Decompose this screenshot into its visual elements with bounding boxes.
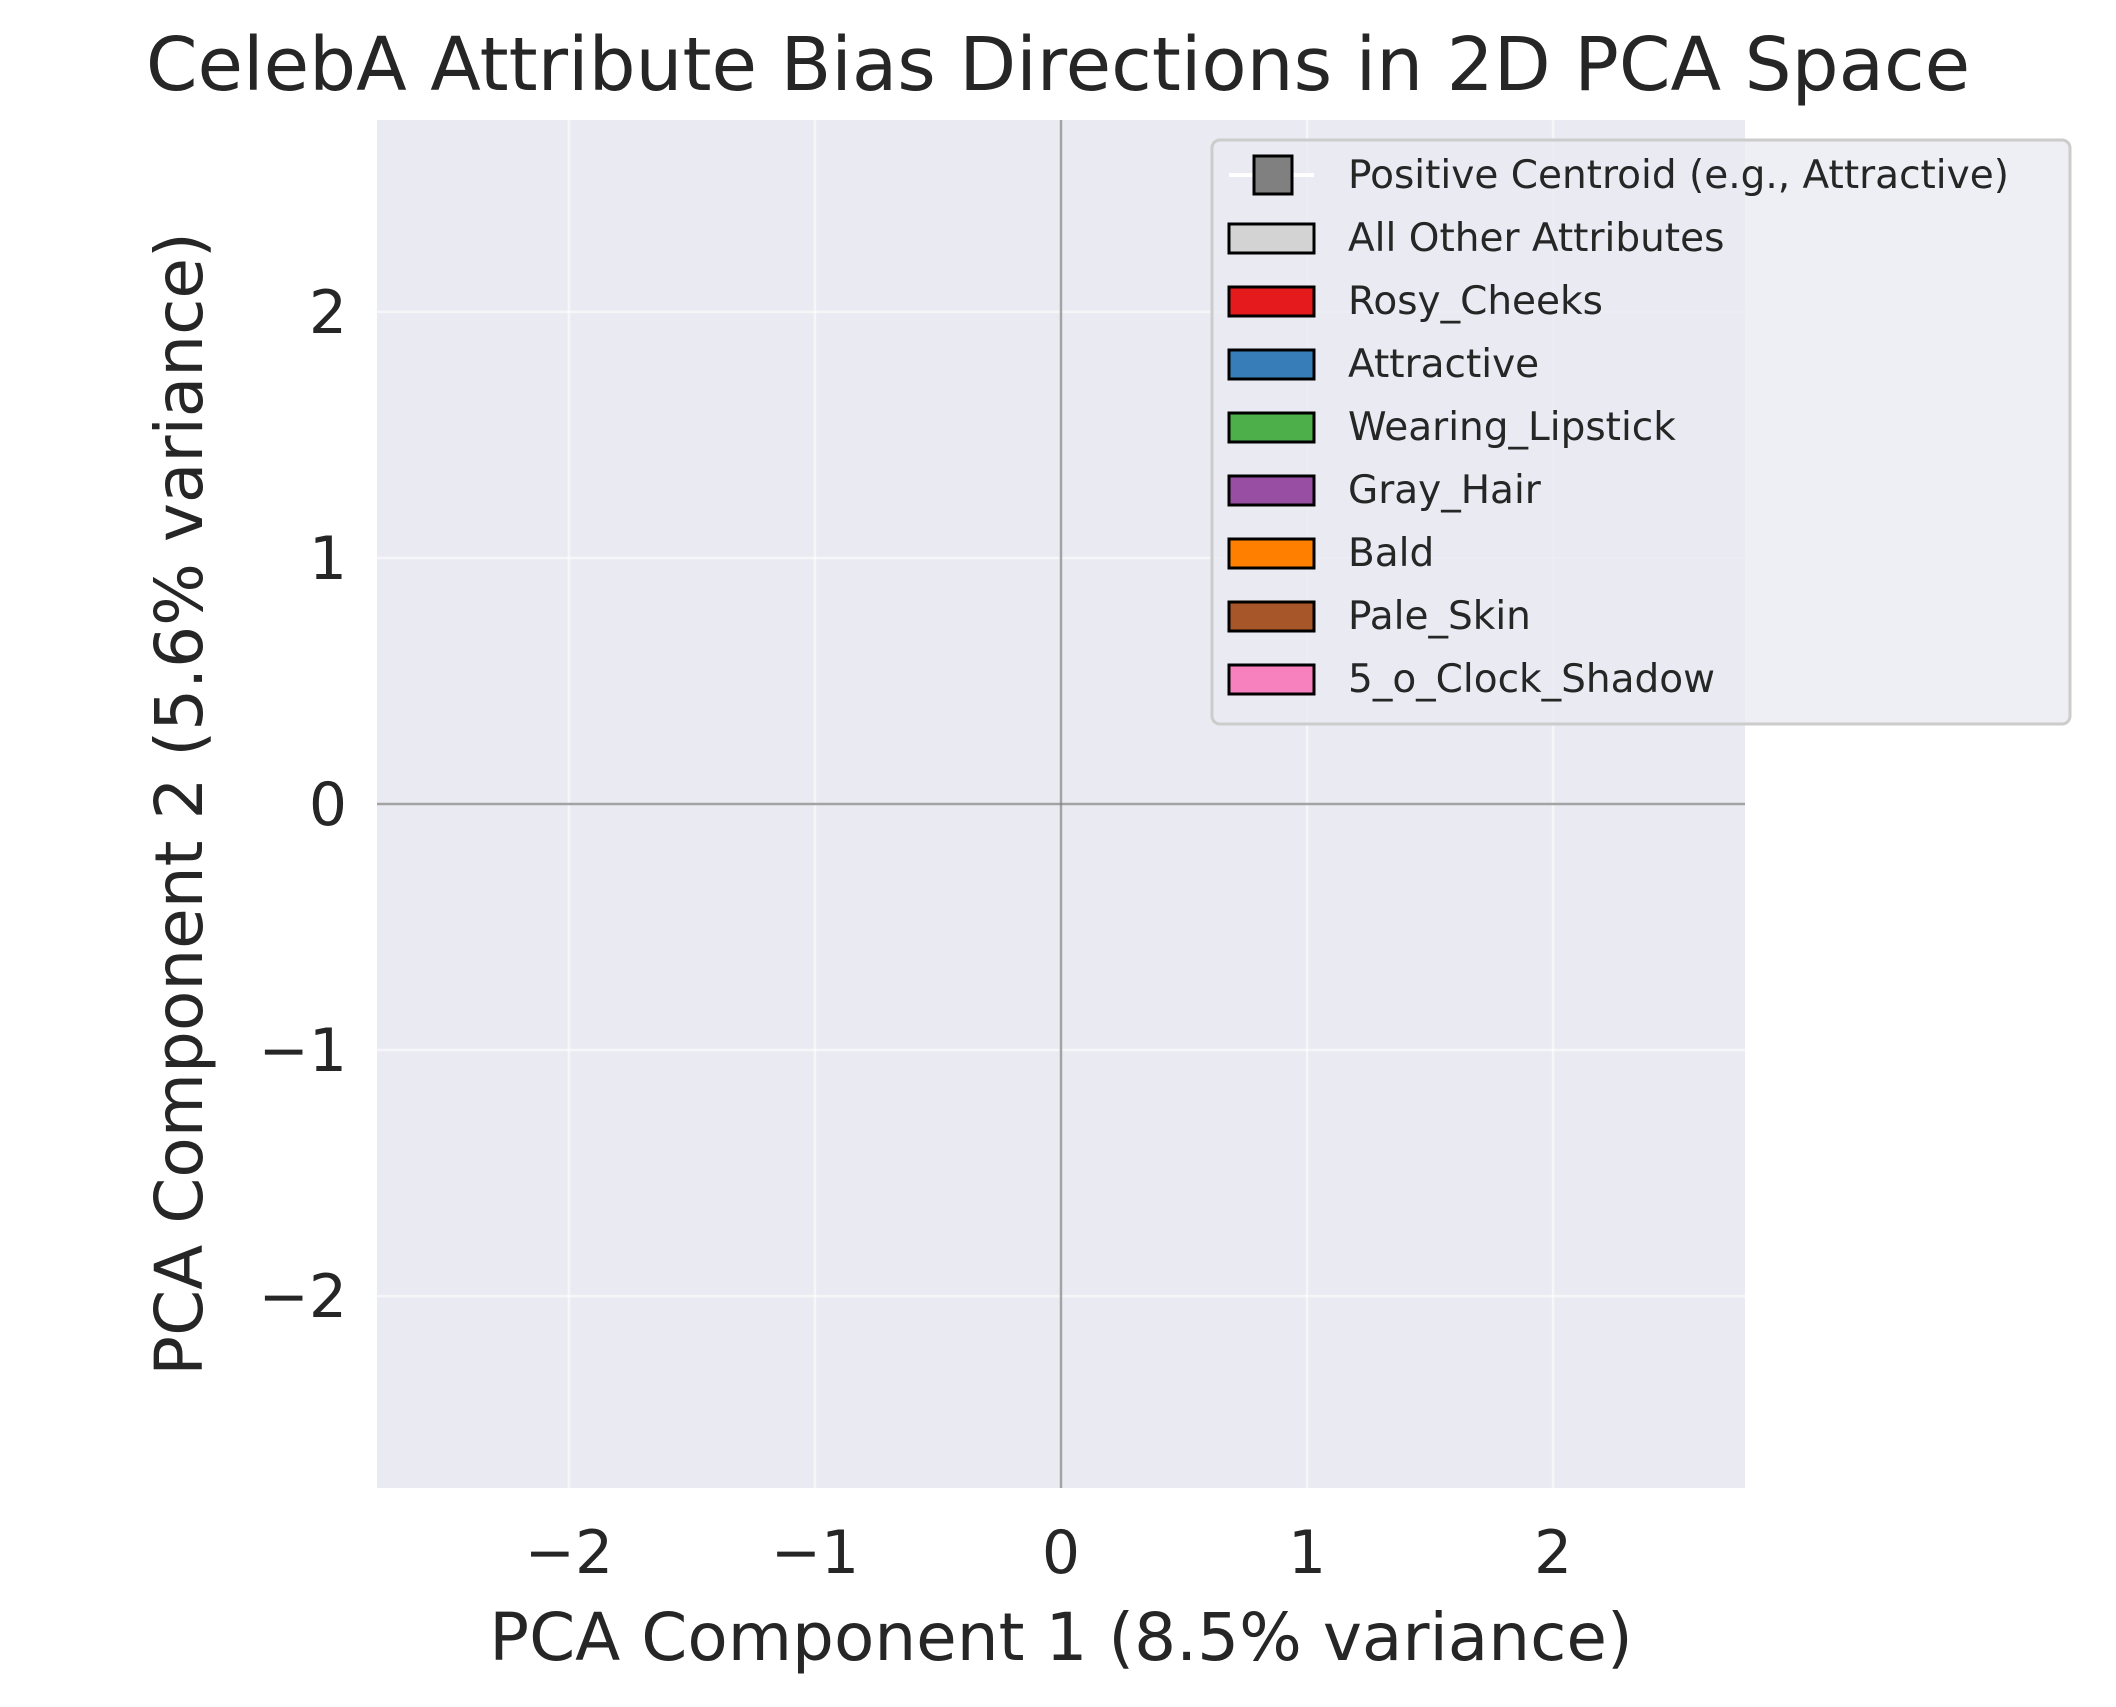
y-tick-label: −1 bbox=[259, 1016, 347, 1086]
x-axis-ticks: −2 −1 0 1 2 bbox=[525, 1518, 1572, 1588]
x-axis-label: PCA Component 1 (8.5% variance) bbox=[489, 1599, 1632, 1676]
legend-label: Gray_Hair bbox=[1348, 468, 1542, 513]
x-tick-label: −2 bbox=[525, 1518, 613, 1588]
legend-frame bbox=[1210, 138, 2072, 726]
legend-entry: All Other Attributes bbox=[1227, 216, 1724, 261]
legend-entry: Pale_Skin bbox=[1227, 594, 1531, 639]
legend-label: Bald bbox=[1348, 531, 1434, 576]
legend-swatch bbox=[1227, 411, 1316, 444]
x-tick-label: 2 bbox=[1534, 1518, 1572, 1588]
legend-swatch bbox=[1227, 537, 1316, 570]
legend-swatch bbox=[1227, 348, 1316, 381]
legend-label: 5_o_Clock_Shadow bbox=[1348, 657, 1715, 702]
y-axis-label: PCA Component 2 (5.6% variance) bbox=[141, 232, 218, 1375]
legend-entry: Wearing_Lipstick bbox=[1227, 405, 1676, 450]
legend-label: Wearing_Lipstick bbox=[1348, 405, 1676, 450]
legend-entry: Rosy_Cheeks bbox=[1227, 279, 1603, 324]
y-tick-label: 2 bbox=[309, 278, 347, 348]
legend-label: Rosy_Cheeks bbox=[1348, 279, 1603, 324]
legend-entry: Bald bbox=[1227, 531, 1434, 576]
legend-label: Pale_Skin bbox=[1348, 594, 1531, 639]
chart-title: CelebA Attribute Bias Directions in 2D P… bbox=[146, 22, 1970, 108]
legend-swatch bbox=[1227, 285, 1316, 318]
legend-label: All Other Attributes bbox=[1348, 216, 1724, 261]
x-tick-label: −1 bbox=[771, 1518, 859, 1588]
y-axis-ticks: −2 −1 0 1 2 bbox=[259, 278, 347, 1332]
legend-entry: Positive Centroid (e.g., Attractive) bbox=[1229, 153, 2009, 198]
legend-swatch bbox=[1227, 600, 1316, 633]
x-tick-label: 1 bbox=[1288, 1518, 1326, 1588]
legend-label: Attractive bbox=[1348, 342, 1539, 387]
legend: Positive Centroid (e.g., Attractive) All … bbox=[1210, 138, 2072, 726]
legend-swatch bbox=[1227, 222, 1316, 255]
legend-label: Positive Centroid (e.g., Attractive) bbox=[1348, 153, 2009, 198]
y-tick-label: 0 bbox=[309, 770, 347, 840]
legend-entry: Gray_Hair bbox=[1227, 468, 1542, 513]
legend-marker bbox=[1252, 154, 1294, 196]
legend-entry: Attractive bbox=[1227, 342, 1539, 387]
legend-entry: 5_o_Clock_Shadow bbox=[1227, 657, 1715, 702]
y-tick-label: 1 bbox=[309, 524, 347, 594]
legend-swatch bbox=[1227, 663, 1316, 696]
legend-swatch bbox=[1227, 474, 1316, 507]
x-tick-label: 0 bbox=[1042, 1518, 1080, 1588]
y-tick-label: −2 bbox=[259, 1262, 347, 1332]
